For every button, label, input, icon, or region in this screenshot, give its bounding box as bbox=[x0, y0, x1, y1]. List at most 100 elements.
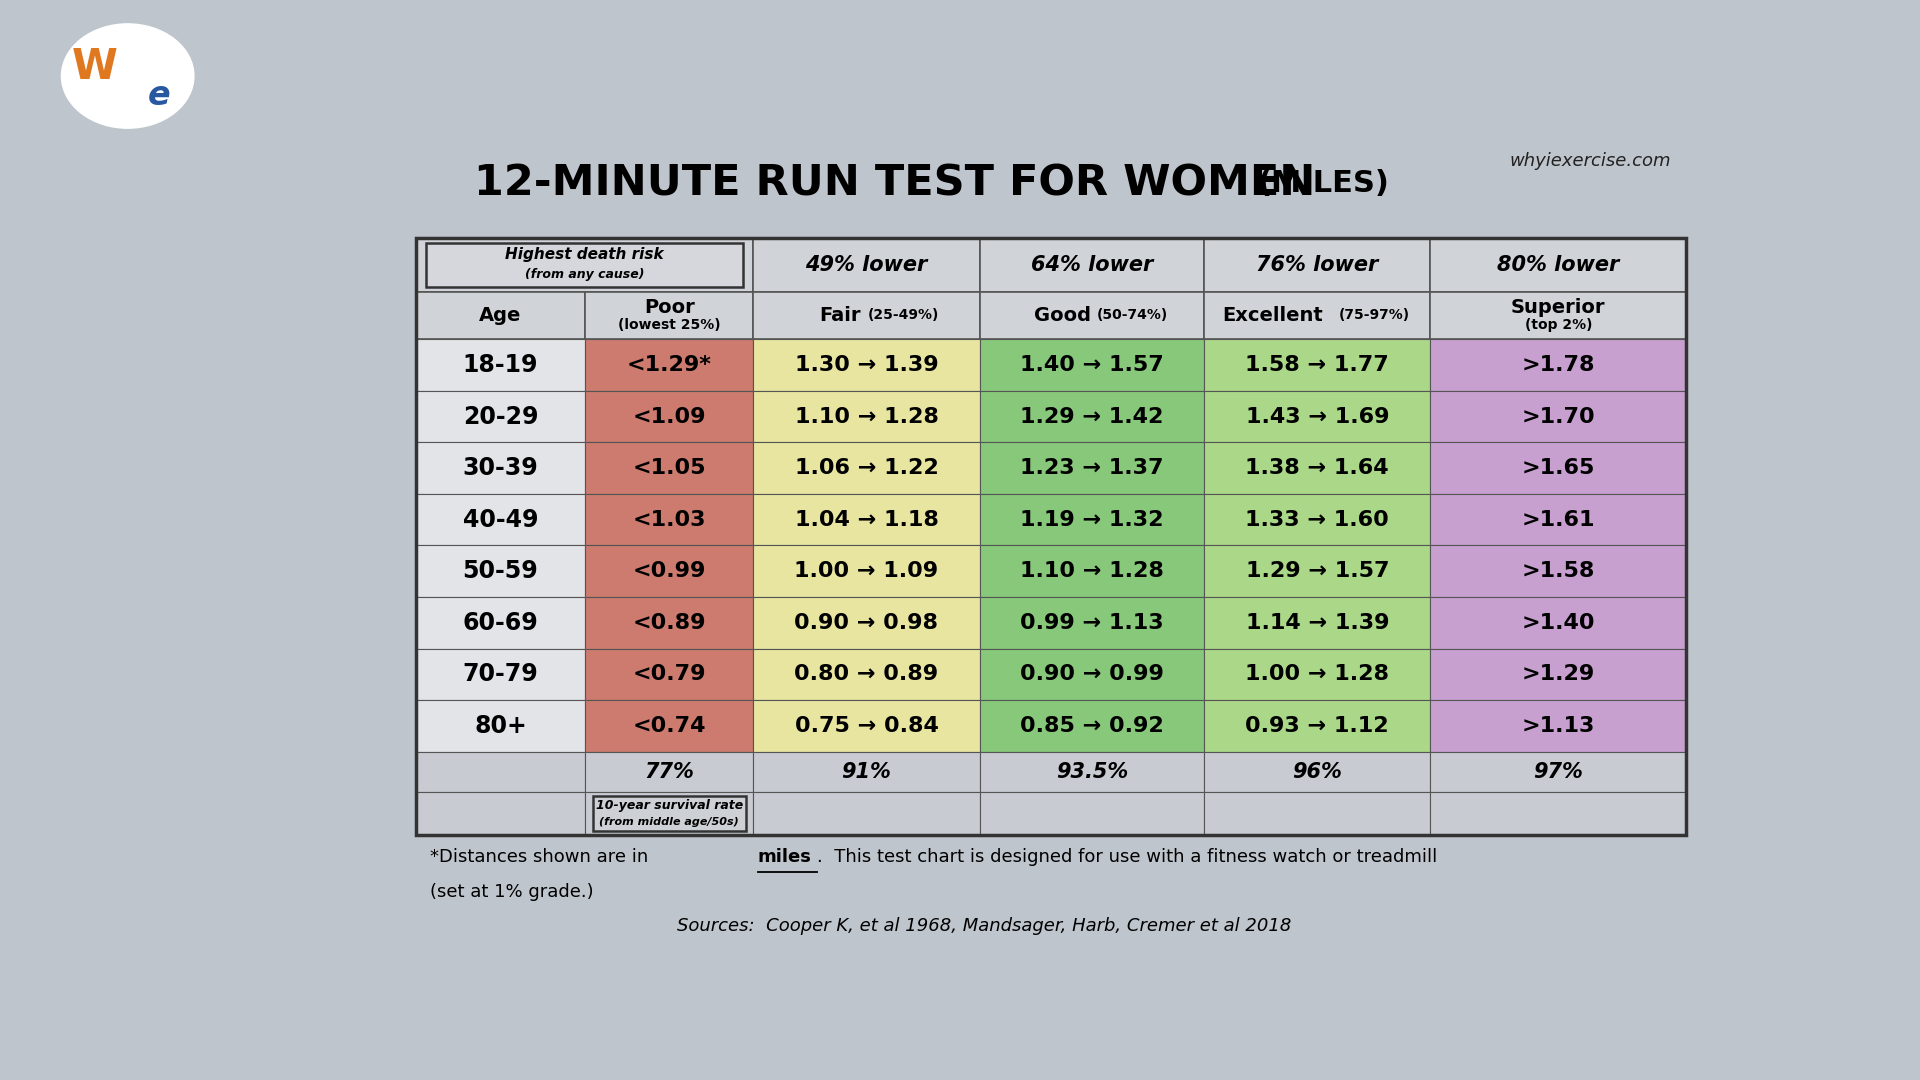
Text: 50-59: 50-59 bbox=[463, 559, 538, 583]
Text: 80+: 80+ bbox=[474, 714, 526, 738]
Text: <1.29*: <1.29* bbox=[626, 355, 712, 375]
Text: 1.38 → 1.64: 1.38 → 1.64 bbox=[1246, 458, 1390, 478]
Text: (25-49%): (25-49%) bbox=[868, 309, 939, 323]
FancyBboxPatch shape bbox=[753, 597, 979, 648]
FancyBboxPatch shape bbox=[1204, 238, 1430, 292]
FancyBboxPatch shape bbox=[979, 339, 1204, 391]
Text: 1.19 → 1.32: 1.19 → 1.32 bbox=[1020, 510, 1164, 529]
FancyBboxPatch shape bbox=[753, 339, 979, 391]
FancyBboxPatch shape bbox=[586, 597, 753, 648]
FancyBboxPatch shape bbox=[979, 752, 1204, 792]
Text: 1.43 → 1.69: 1.43 → 1.69 bbox=[1246, 406, 1388, 427]
FancyBboxPatch shape bbox=[753, 443, 979, 494]
Text: 1.10 → 1.28: 1.10 → 1.28 bbox=[795, 406, 939, 427]
Text: 20-29: 20-29 bbox=[463, 405, 538, 429]
Text: (set at 1% grade.): (set at 1% grade.) bbox=[430, 883, 593, 901]
Text: <1.09: <1.09 bbox=[632, 406, 707, 427]
FancyBboxPatch shape bbox=[415, 238, 753, 292]
FancyBboxPatch shape bbox=[1430, 752, 1686, 792]
Text: (MILES): (MILES) bbox=[1258, 170, 1390, 198]
FancyBboxPatch shape bbox=[979, 443, 1204, 494]
FancyBboxPatch shape bbox=[1204, 443, 1430, 494]
FancyBboxPatch shape bbox=[1430, 292, 1686, 339]
Text: 10-year survival rate: 10-year survival rate bbox=[595, 799, 743, 812]
FancyBboxPatch shape bbox=[753, 752, 979, 792]
Text: 40-49: 40-49 bbox=[463, 508, 538, 531]
FancyBboxPatch shape bbox=[586, 494, 753, 545]
Text: 0.99 → 1.13: 0.99 → 1.13 bbox=[1020, 612, 1164, 633]
FancyBboxPatch shape bbox=[1430, 391, 1686, 443]
FancyBboxPatch shape bbox=[979, 648, 1204, 700]
Text: Fair: Fair bbox=[820, 306, 860, 325]
Text: 76% lower: 76% lower bbox=[1256, 255, 1379, 274]
Text: miles: miles bbox=[758, 848, 812, 866]
FancyBboxPatch shape bbox=[753, 238, 979, 292]
Text: 1.00 → 1.28: 1.00 → 1.28 bbox=[1246, 664, 1390, 685]
Text: <1.03: <1.03 bbox=[632, 510, 707, 529]
Text: *Distances shown are in: *Distances shown are in bbox=[430, 848, 655, 866]
Text: 70-79: 70-79 bbox=[463, 662, 538, 686]
FancyBboxPatch shape bbox=[415, 752, 586, 792]
Text: 60-69: 60-69 bbox=[463, 610, 538, 635]
FancyBboxPatch shape bbox=[1430, 545, 1686, 597]
Text: 1.00 → 1.09: 1.00 → 1.09 bbox=[795, 562, 939, 581]
Text: 18-19: 18-19 bbox=[463, 353, 538, 377]
FancyBboxPatch shape bbox=[753, 648, 979, 700]
FancyBboxPatch shape bbox=[1204, 597, 1430, 648]
Text: <0.74: <0.74 bbox=[632, 716, 707, 735]
Text: 77%: 77% bbox=[645, 761, 695, 782]
Text: >1.40: >1.40 bbox=[1523, 612, 1596, 633]
FancyBboxPatch shape bbox=[415, 648, 586, 700]
Text: 0.80 → 0.89: 0.80 → 0.89 bbox=[795, 664, 939, 685]
FancyBboxPatch shape bbox=[1204, 391, 1430, 443]
FancyBboxPatch shape bbox=[415, 339, 586, 391]
FancyBboxPatch shape bbox=[979, 391, 1204, 443]
Text: Age: Age bbox=[480, 306, 522, 325]
Text: >1.61: >1.61 bbox=[1523, 510, 1596, 529]
Text: Sources:  Cooper K, et al 1968, Mandsager, Harb, Cremer et al 2018: Sources: Cooper K, et al 1968, Mandsager… bbox=[678, 917, 1290, 935]
Text: (75-97%): (75-97%) bbox=[1338, 309, 1409, 323]
FancyBboxPatch shape bbox=[1430, 443, 1686, 494]
FancyBboxPatch shape bbox=[1204, 339, 1430, 391]
Text: 1.58 → 1.77: 1.58 → 1.77 bbox=[1246, 355, 1390, 375]
FancyBboxPatch shape bbox=[415, 792, 586, 835]
Text: 1.10 → 1.28: 1.10 → 1.28 bbox=[1020, 562, 1164, 581]
FancyBboxPatch shape bbox=[426, 243, 743, 287]
FancyBboxPatch shape bbox=[586, 792, 753, 835]
Text: Poor: Poor bbox=[643, 298, 695, 318]
Text: <0.79: <0.79 bbox=[632, 664, 707, 685]
FancyBboxPatch shape bbox=[753, 494, 979, 545]
Text: 1.33 → 1.60: 1.33 → 1.60 bbox=[1246, 510, 1390, 529]
FancyBboxPatch shape bbox=[415, 545, 586, 597]
FancyBboxPatch shape bbox=[586, 752, 753, 792]
Text: (50-74%): (50-74%) bbox=[1096, 309, 1167, 323]
Text: 0.93 → 1.12: 0.93 → 1.12 bbox=[1246, 716, 1390, 735]
Text: (from middle age/50s): (from middle age/50s) bbox=[599, 818, 739, 827]
Text: 1.40 → 1.57: 1.40 → 1.57 bbox=[1020, 355, 1164, 375]
Text: 64% lower: 64% lower bbox=[1031, 255, 1154, 274]
FancyBboxPatch shape bbox=[753, 391, 979, 443]
Text: Good: Good bbox=[1033, 306, 1091, 325]
Text: 12-MINUTE RUN TEST FOR WOMEN: 12-MINUTE RUN TEST FOR WOMEN bbox=[474, 163, 1315, 204]
Text: <0.89: <0.89 bbox=[632, 612, 707, 633]
Text: W: W bbox=[71, 46, 117, 87]
FancyBboxPatch shape bbox=[1204, 648, 1430, 700]
Text: 1.29 → 1.42: 1.29 → 1.42 bbox=[1020, 406, 1164, 427]
Text: >1.13: >1.13 bbox=[1523, 716, 1596, 735]
FancyBboxPatch shape bbox=[1430, 792, 1686, 835]
FancyBboxPatch shape bbox=[1430, 597, 1686, 648]
Text: Superior: Superior bbox=[1511, 298, 1605, 318]
Text: <0.99: <0.99 bbox=[632, 562, 707, 581]
Text: 49% lower: 49% lower bbox=[804, 255, 927, 274]
FancyBboxPatch shape bbox=[979, 494, 1204, 545]
Text: 93.5%: 93.5% bbox=[1056, 761, 1129, 782]
FancyBboxPatch shape bbox=[586, 648, 753, 700]
FancyBboxPatch shape bbox=[1430, 700, 1686, 752]
Text: Excellent: Excellent bbox=[1223, 306, 1323, 325]
Text: 1.30 → 1.39: 1.30 → 1.39 bbox=[795, 355, 939, 375]
Text: 97%: 97% bbox=[1534, 761, 1584, 782]
Text: (top 2%): (top 2%) bbox=[1524, 319, 1592, 333]
FancyBboxPatch shape bbox=[1430, 648, 1686, 700]
Text: >1.29: >1.29 bbox=[1523, 664, 1596, 685]
Text: 1.23 → 1.37: 1.23 → 1.37 bbox=[1020, 458, 1164, 478]
